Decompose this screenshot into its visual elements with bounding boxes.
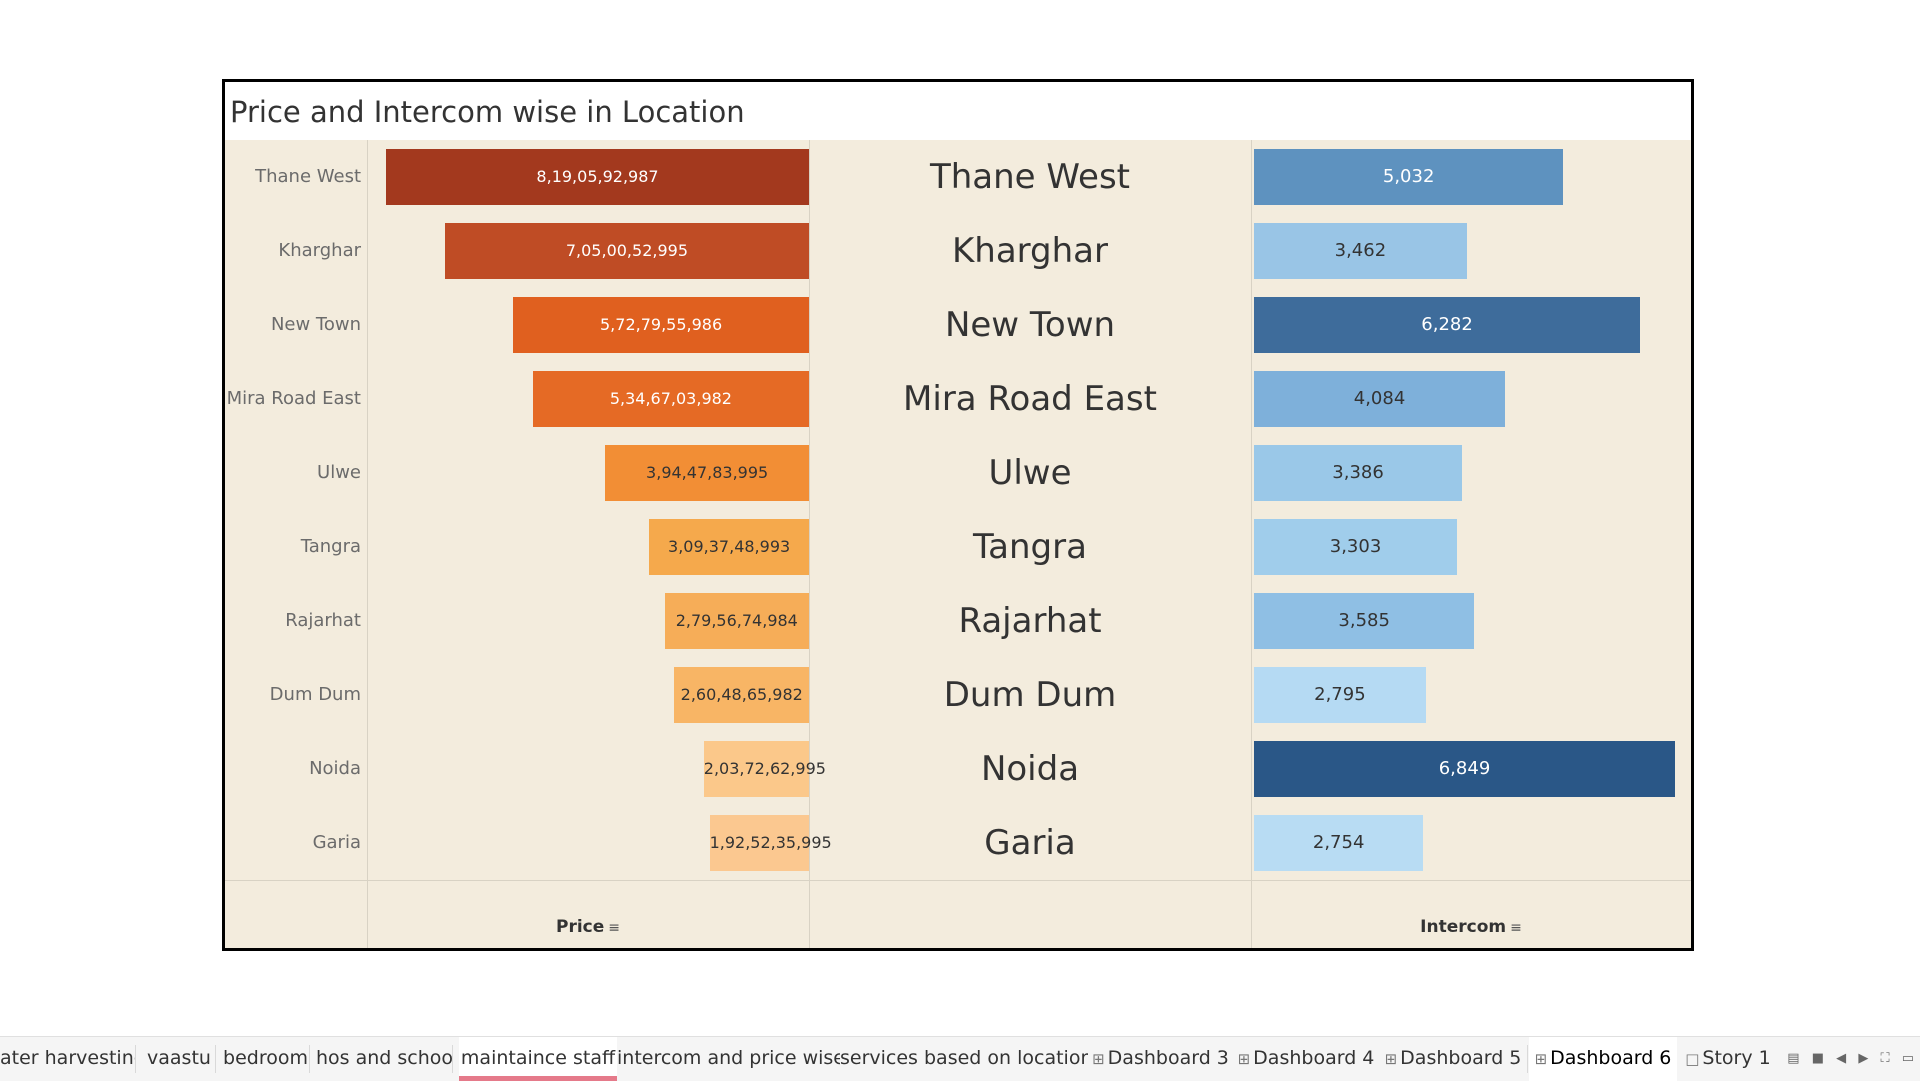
intercom-bar[interactable]: 4,084 [1254, 371, 1506, 427]
row-label: Ulwe [317, 462, 361, 483]
sheet-tab[interactable]: ⊞ Dashboard 3 [1088, 1037, 1233, 1081]
dashboard-frame: Price and Intercom wise in Location Than… [222, 79, 1694, 951]
price-bar[interactable]: 2,03,72,62,995 [703, 741, 826, 797]
gridline-vertical [367, 140, 368, 948]
row-label: Garia [312, 832, 361, 853]
sheet-sorter-icon[interactable]: ▤ [1787, 1051, 1800, 1066]
sheet-tab-label: Dashboard 4 [1253, 1047, 1375, 1069]
price-bar[interactable]: 3,09,37,48,993 [649, 519, 809, 575]
intercom-bar[interactable]: 2,795 [1254, 667, 1426, 723]
sheet-tab[interactable]: intercom and price wise [617, 1037, 840, 1081]
sheet-tab-label: Dashboard 6 [1550, 1047, 1672, 1069]
location-label: Ulwe [988, 453, 1072, 493]
price-axis-title-text: Price [555, 917, 605, 937]
price-bar[interactable]: 2,79,56,74,984 [664, 593, 809, 649]
tab-separator [309, 1045, 310, 1073]
dashboard-grid-icon: ⊞ [1534, 1050, 1548, 1068]
sheet-tab-label: services based on location [840, 1047, 1088, 1069]
location-label: Thane West [929, 157, 1130, 197]
price-bar[interactable]: 3,94,47,83,995 [605, 445, 809, 501]
next-icon[interactable]: ▶ [1858, 1051, 1869, 1066]
intercom-bar[interactable]: 6,282 [1254, 297, 1641, 353]
sheet-tab[interactable]: maintaince staff [459, 1037, 617, 1081]
row-label: Noida [309, 758, 361, 779]
sheet-tab-label: Dashboard 3 [1107, 1047, 1229, 1069]
price-bar[interactable]: 5,72,79,55,986 [513, 297, 809, 353]
price-axis-title[interactable]: Price ≡ [367, 915, 809, 939]
sheet-tab-label: ater harvesting [0, 1047, 135, 1069]
filmstrip-icon[interactable]: ■ [1811, 1051, 1825, 1066]
sheet-tab-label: maintaince staff [460, 1047, 616, 1069]
row-label: Mira Road East [226, 388, 361, 409]
sheet-tab[interactable]: vaastu [143, 1037, 215, 1081]
price-bar[interactable]: 1,92,52,35,995 [709, 815, 832, 871]
axis-divider [225, 880, 1691, 881]
row-label: Dum Dum [269, 684, 361, 705]
intercom-axis-title-text: Intercom [1420, 917, 1507, 937]
price-bar[interactable]: 5,34,67,03,982 [532, 371, 809, 427]
price-bar[interactable]: 2,60,48,65,982 [674, 667, 809, 723]
dashboard-grid-icon: ⊞ [1092, 1050, 1105, 1068]
previous-icon[interactable]: ◀ [1836, 1051, 1847, 1066]
sheet-tab-label: bedroom [223, 1047, 308, 1069]
intercom-bar[interactable]: 3,386 [1254, 445, 1463, 501]
intercom-bar[interactable]: 3,462 [1254, 223, 1467, 279]
tab-separator [135, 1045, 136, 1073]
tab-separator [215, 1045, 216, 1073]
dashboard-title: Price and Intercom wise in Location [230, 95, 745, 129]
tab-navigation-controls: ▤ ■ ◀ ▶ ⛶ ▭ [1779, 1037, 1914, 1081]
gridline-vertical [809, 140, 810, 948]
location-label: Dum Dum [943, 675, 1117, 715]
sheet-tab[interactable]: bedroom [222, 1037, 309, 1081]
sheet-tab-label: Story 1 [1702, 1047, 1771, 1069]
tab-separator [1527, 1045, 1528, 1073]
dashboard-grid-icon: ⊞ [1384, 1050, 1398, 1068]
location-label: Tangra [973, 527, 1087, 567]
row-label: New Town [270, 314, 361, 335]
sheet-tab-bar: ater harvesting vaastu bedroom hos and scho… [0, 1036, 1920, 1081]
location-label: Kharghar [951, 231, 1108, 271]
row-label: Rajarhat [285, 610, 361, 631]
price-bar[interactable]: 7,05,00,52,995 [444, 223, 809, 279]
row-label: Thane West [255, 166, 361, 187]
sheet-tab[interactable]: □ Story 1 [1677, 1037, 1779, 1081]
sheet-tab[interactable]: ⊞ Dashboard 5 [1379, 1037, 1527, 1081]
sheet-tab-label: Dashboard 5 [1400, 1047, 1522, 1069]
location-label: Garia [984, 823, 1076, 863]
intercom-bar[interactable]: 3,303 [1254, 519, 1458, 575]
fullscreen-icon[interactable]: ⛶ [1880, 1051, 1890, 1066]
sheet-tab-label: intercom and price wise [617, 1047, 840, 1069]
intercom-bar[interactable]: 5,032 [1254, 149, 1564, 205]
tab-separator [452, 1045, 453, 1073]
intercom-axis-title[interactable]: Intercom ≡ [1251, 915, 1691, 939]
location-label: Mira Road East [903, 379, 1157, 419]
location-label: New Town [944, 305, 1116, 345]
intercom-bar[interactable]: 3,585 [1254, 593, 1475, 649]
sheet-tab[interactable]: ⊞ Dashboard 6 [1529, 1037, 1677, 1081]
gridline-vertical [1251, 140, 1252, 948]
intercom-bar[interactable]: 6,849 [1254, 741, 1675, 797]
sheet-tab[interactable]: services based on location [840, 1037, 1088, 1081]
dashboard-grid-icon: ⊞ [1237, 1050, 1251, 1068]
sheet-tab[interactable]: hos and schoo [316, 1037, 452, 1081]
row-label: Tangra [300, 536, 361, 557]
sort-descending-icon[interactable]: ≡ [608, 920, 620, 936]
present-icon[interactable]: ▭ [1901, 1051, 1914, 1066]
sheet-tab[interactable]: ⊞ Dashboard 4 [1233, 1037, 1379, 1081]
sheet-tab-label: hos and schoo [316, 1047, 452, 1069]
story-book-icon: □ [1685, 1050, 1700, 1068]
location-label: Rajarhat [958, 601, 1102, 641]
row-label: Kharghar [278, 240, 361, 261]
price-bar[interactable]: 8,19,05,92,987 [386, 149, 809, 205]
location-label: Noida [980, 749, 1080, 789]
sheet-tab[interactable]: ater harvesting [0, 1037, 135, 1081]
sheet-tab-label: vaastu [147, 1047, 211, 1069]
chart-area: Thane West 8,19,05,92,987 Thane West 5,032 K… [225, 140, 1691, 948]
sort-descending-icon[interactable]: ≡ [1510, 920, 1522, 936]
intercom-bar[interactable]: 2,754 [1254, 815, 1424, 871]
